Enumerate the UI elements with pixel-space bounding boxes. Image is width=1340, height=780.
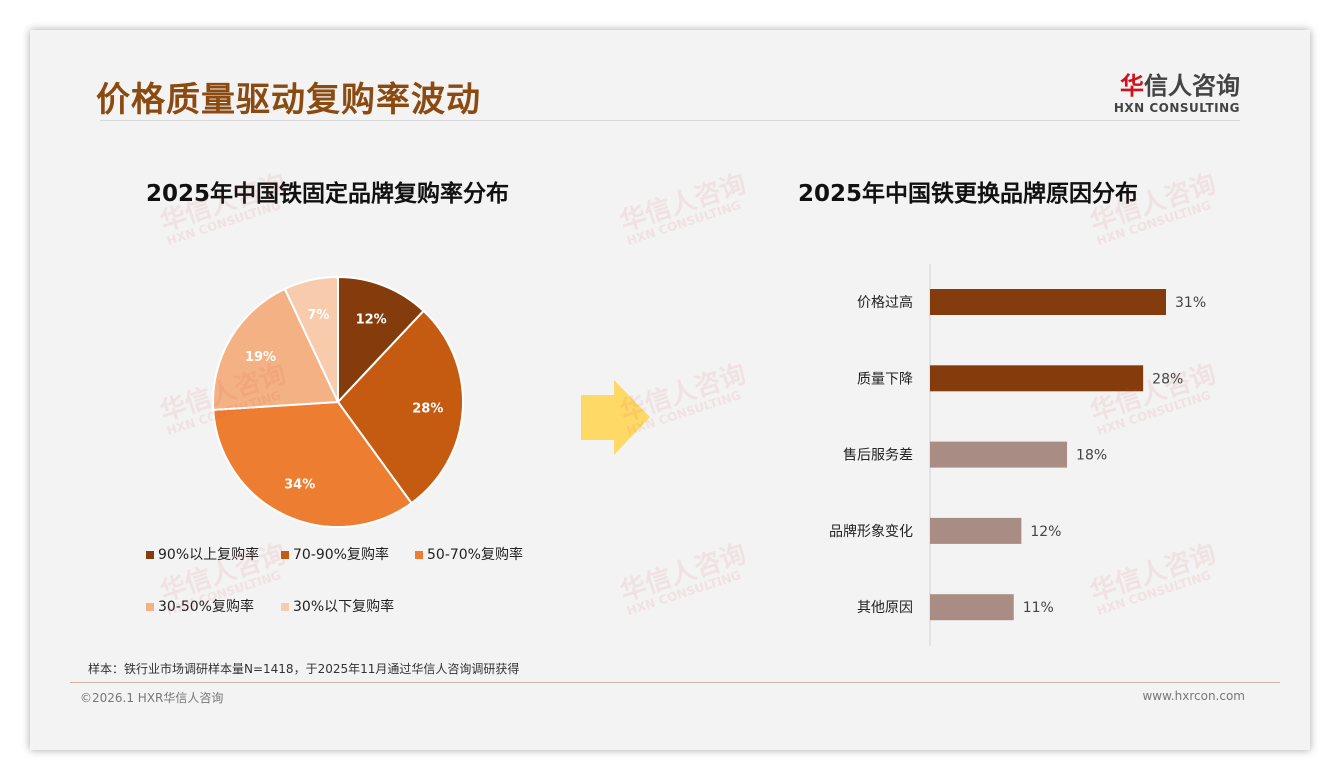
bar-category-label: 价格过高 — [857, 294, 913, 311]
pie-slice — [283, 275, 339, 403]
bar — [930, 365, 1144, 392]
legend-label: 50-70%复购率 — [427, 547, 523, 563]
legend-item: 50-70%复购率 — [415, 544, 523, 564]
legend-label: 90%以上复购率 — [158, 547, 260, 563]
sample-note: 样本：铁行业市场调研样本量N=1418，于2025年11月通过华信人咨询调研获得 — [88, 662, 520, 676]
website-link[interactable]: www.hxrcon.com — [1142, 689, 1245, 703]
logo-cn-red: 华 — [1120, 72, 1144, 100]
logo-cn: 信人咨询 — [1144, 72, 1240, 100]
title-divider — [100, 120, 1240, 121]
footer-divider — [70, 682, 1280, 683]
pie-data-label: 28% — [412, 402, 443, 417]
bar-value-label: 28% — [1152, 371, 1183, 387]
arrow-icon — [581, 380, 650, 455]
bar-category-label: 其他原因 — [857, 600, 913, 616]
pie-chart-title: 2025年中国铁固定品牌复购率分布 — [146, 181, 510, 207]
legend-item: 30-50%复购率 — [146, 596, 254, 616]
bar-category-label: 售后服务差 — [843, 448, 913, 464]
bar-category-label: 质量下降 — [857, 371, 913, 387]
legend-swatch — [281, 551, 289, 559]
bar — [930, 289, 1166, 315]
pie-slice — [336, 309, 464, 505]
pie-data-label: 34% — [284, 477, 315, 492]
legend-item: 90%以上复购率 — [146, 544, 259, 564]
page-title: 价格质量驱动复购率波动 — [96, 80, 481, 120]
pie-slice — [212, 400, 413, 528]
copyright: ©2026.1 HXR华信人咨询 — [80, 691, 224, 705]
legend-swatch — [281, 603, 289, 611]
legend-swatch — [146, 603, 154, 611]
legend-label: 30-50%复购率 — [158, 599, 254, 615]
bar — [930, 517, 1022, 544]
pie-data-label: 7% — [307, 308, 329, 323]
bar — [930, 594, 1014, 621]
legend-swatch — [146, 551, 154, 559]
pie-slice — [212, 287, 340, 411]
logo: 华信人咨询 HXN CONSULTING — [1114, 66, 1240, 115]
bar — [930, 441, 1068, 468]
legend-label: 30%以下复购率 — [293, 599, 395, 615]
bar-value-label: 18% — [1076, 448, 1107, 464]
pie-slice — [337, 275, 425, 405]
bar-chart-title: 2025年中国铁更换品牌原因分布 — [798, 181, 1139, 207]
logo-en: HXN CONSULTING — [1113, 101, 1240, 115]
legend-item: 70-90%复购率 — [281, 544, 389, 564]
bar-value-label: 11% — [1023, 600, 1054, 616]
bar-value-label: 12% — [1030, 524, 1061, 540]
legend-swatch — [415, 551, 423, 559]
pie-data-label: 19% — [245, 350, 276, 365]
legend-label: 70-90%复购率 — [293, 547, 389, 563]
bar-category-label: 品牌形象变化 — [829, 523, 913, 540]
legend-item: 30%以下复购率 — [281, 596, 394, 616]
pie-data-label: 12% — [356, 312, 387, 327]
bar-value-label: 31% — [1175, 295, 1206, 311]
